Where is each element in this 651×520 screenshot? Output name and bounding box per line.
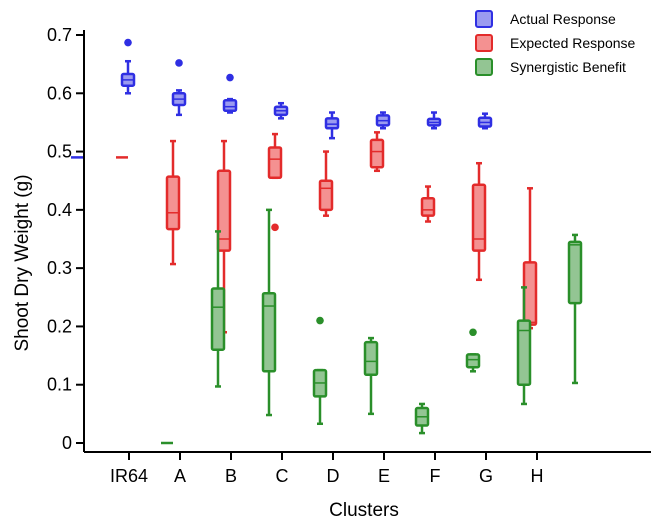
y-axis-title: Shoot Dry Weight (g) — [12, 174, 33, 351]
x-tick-label-0: IR64 — [110, 466, 148, 486]
actual-response-c-outlier-0 — [226, 73, 234, 82]
synergistic-benefit-f-outlier-0 — [469, 328, 477, 337]
x-tick-label-3: C — [276, 466, 289, 486]
expected-response-h-box — [522, 261, 538, 326]
legend-label-synergistic-benefit: Synergistic Benefit — [510, 59, 626, 75]
expected-response-e-box — [369, 138, 385, 169]
y-tick-label-5: 0.5 — [47, 142, 72, 162]
x-tick-label-6: F — [430, 466, 441, 486]
synergistic-benefit-h-box — [567, 240, 583, 305]
actual-response-a-outlier-0 — [124, 38, 132, 47]
expected-response-a-box — [165, 175, 181, 231]
expected-response-g-box — [471, 183, 487, 252]
expected-response-c-outlier-0 — [271, 223, 279, 232]
y-tick-label-7: 0.7 — [47, 25, 72, 45]
series-expected-response — [116, 131, 538, 334]
x-tick-label-5: E — [378, 466, 390, 486]
synergistic-benefit-g-box — [516, 319, 532, 386]
legend-swatch-expected-response — [475, 34, 493, 52]
synergistic-benefit-d-box — [363, 340, 379, 377]
y-tick-label-0: 0 — [62, 433, 72, 453]
x-tick-label-4: D — [327, 466, 340, 486]
synergistic-benefit-f-box — [465, 353, 481, 369]
actual-response-e-box — [324, 117, 340, 130]
y-tick-label-4: 0.4 — [47, 200, 72, 220]
ticks-layer: 0 0.1 0.2 0.3 0.4 0.5 0.6 0.7 IR64 A B C D E F G H — [47, 25, 544, 486]
synergistic-benefit-c-outlier-0 — [316, 316, 324, 325]
series-synergistic-benefit — [161, 208, 583, 445]
expected-response-f-box — [420, 196, 436, 217]
legend-swatch-synergistic-benefit — [475, 58, 493, 76]
synergistic-benefit-a-box — [210, 287, 226, 351]
legend-label-actual-response: Actual Response — [510, 11, 616, 27]
x-tick-label-8: H — [531, 466, 544, 486]
y-tick-label-1: 0.1 — [47, 375, 72, 395]
x-tick-label-2: B — [225, 466, 237, 486]
legend-label-expected-response: Expected Response — [510, 35, 636, 51]
y-tick-label-3: 0.3 — [47, 258, 72, 278]
x-tick-label-7: G — [479, 466, 493, 486]
x-tick-label-1: A — [174, 466, 186, 486]
legend-swatch-actual-response — [475, 10, 493, 28]
actual-response-c-box — [222, 99, 238, 113]
actual-response-b-outlier-0 — [175, 59, 183, 67]
marks-layer — [71, 38, 583, 445]
x-axis-title: Clusters — [329, 500, 399, 520]
expected-response-c-box — [267, 146, 283, 180]
y-tick-label-2: 0.2 — [47, 316, 72, 336]
axes-layer — [83, 30, 651, 453]
series-actual-response — [71, 38, 493, 159]
legend: Actual Response Expected Response Synergis… — [475, 10, 636, 76]
synergistic-benefit-b-box — [261, 291, 277, 373]
y-tick-label-6: 0.6 — [47, 83, 72, 103]
expected-response-d-box — [318, 179, 334, 212]
